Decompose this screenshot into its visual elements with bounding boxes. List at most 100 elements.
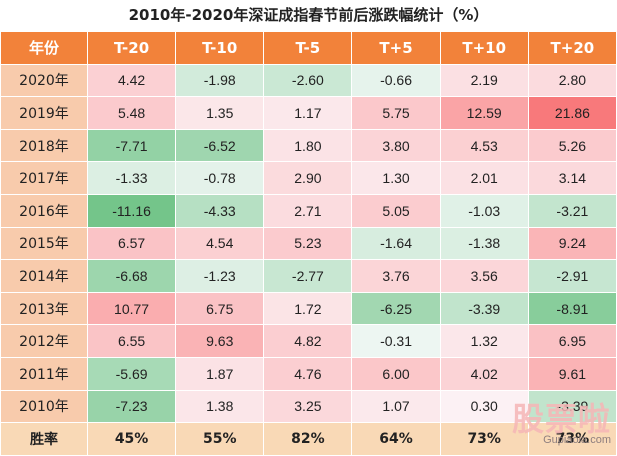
value-cell-t-plus-5: 5.05 bbox=[351, 193, 441, 228]
value-cell-t-plus-20: -2.91 bbox=[527, 259, 617, 293]
win-rate-t-minus-20: 45% bbox=[86, 422, 177, 456]
value-cell-t-plus-10: -1.38 bbox=[439, 226, 529, 261]
table-row: 2012年 6.55 9.63 4.82 -0.31 1.32 6.95 bbox=[0, 324, 617, 358]
value-cell-t-plus-5: 1.30 bbox=[351, 161, 441, 195]
value-cell-t-minus-5: -2.77 bbox=[263, 259, 353, 293]
table-row: 2016年 -11.16 -4.33 2.71 5.05 -1.03 -3.21 bbox=[0, 193, 617, 228]
value-cell-t-minus-5: 4.76 bbox=[263, 356, 353, 391]
year-cell: 2011年 bbox=[0, 356, 88, 391]
value-cell-t-plus-20: -3.39 bbox=[527, 389, 617, 424]
value-cell-t-minus-10: 1.87 bbox=[175, 356, 265, 391]
win-rate-t-plus-5: 64% bbox=[351, 422, 441, 456]
year-cell: 2018年 bbox=[0, 128, 88, 163]
value-cell-t-plus-20: 5.26 bbox=[527, 128, 617, 163]
value-cell-t-minus-20: -6.68 bbox=[86, 259, 177, 293]
value-cell-t-minus-20: 5.48 bbox=[86, 96, 177, 130]
value-cell-t-plus-10: -3.39 bbox=[439, 291, 529, 326]
value-cell-t-minus-20: 6.55 bbox=[86, 324, 177, 358]
value-cell-t-plus-10: 12.59 bbox=[439, 96, 529, 130]
header-row: 年份 T-20 T-10 T-5 T+5 T+10 T+20 bbox=[0, 31, 617, 65]
year-cell: 2014年 bbox=[0, 259, 88, 293]
value-cell-t-plus-5: 5.75 bbox=[351, 96, 441, 130]
win-rate-row: 胜率 45% 55% 82% 64% 73% 73% bbox=[0, 422, 617, 456]
value-cell-t-plus-5: -0.31 bbox=[351, 324, 441, 358]
value-cell-t-minus-10: -0.78 bbox=[175, 161, 265, 195]
year-cell: 2015年 bbox=[0, 226, 88, 261]
value-cell-t-plus-10: -1.03 bbox=[439, 193, 529, 228]
table-row: 2010年 -7.23 1.38 3.25 1.07 0.30 -3.39 bbox=[0, 389, 617, 424]
value-cell-t-plus-10: 4.02 bbox=[439, 356, 529, 391]
value-cell-t-plus-10: 3.56 bbox=[439, 259, 529, 293]
value-cell-t-plus-5: -0.66 bbox=[351, 63, 441, 98]
value-cell-t-minus-20: 4.42 bbox=[86, 63, 177, 98]
value-cell-t-minus-5: 1.17 bbox=[263, 96, 353, 130]
header-t-plus-20: T+20 bbox=[527, 31, 617, 65]
value-cell-t-minus-10: -1.23 bbox=[175, 259, 265, 293]
value-cell-t-minus-5: 5.23 bbox=[263, 226, 353, 261]
chart-title: 2010年-2020年深证成指春节前后涨跌幅统计（%） bbox=[128, 6, 489, 24]
year-cell: 2013年 bbox=[0, 291, 88, 326]
year-cell: 2012年 bbox=[0, 324, 88, 358]
table-row: 2015年 6.57 4.54 5.23 -1.64 -1.38 9.24 bbox=[0, 226, 617, 261]
value-cell-t-plus-5: 1.07 bbox=[351, 389, 441, 424]
value-cell-t-plus-20: 9.24 bbox=[527, 226, 617, 261]
win-rate-t-plus-10: 73% bbox=[439, 422, 529, 456]
win-rate-t-plus-20: 73% bbox=[527, 422, 617, 456]
value-cell-t-minus-5: 4.82 bbox=[263, 324, 353, 358]
returns-table: 年份 T-20 T-10 T-5 T+5 T+10 T+20 2020年 4.42… bbox=[0, 31, 617, 456]
value-cell-t-plus-10: 0.30 bbox=[439, 389, 529, 424]
value-cell-t-plus-5: 6.00 bbox=[351, 356, 441, 391]
value-cell-t-plus-20: 9.61 bbox=[527, 356, 617, 391]
value-cell-t-minus-20: -5.69 bbox=[86, 356, 177, 391]
value-cell-t-plus-10: 4.53 bbox=[439, 128, 529, 163]
value-cell-t-minus-20: 10.77 bbox=[86, 291, 177, 326]
value-cell-t-minus-20: -7.23 bbox=[86, 389, 177, 424]
value-cell-t-minus-10: 4.54 bbox=[175, 226, 265, 261]
value-cell-t-minus-10: -4.33 bbox=[175, 193, 265, 228]
year-cell: 2016年 bbox=[0, 193, 88, 228]
table-row: 2020年 4.42 -1.98 -2.60 -0.66 2.19 2.80 bbox=[0, 63, 617, 98]
win-rate-t-minus-10: 55% bbox=[175, 422, 265, 456]
value-cell-t-minus-10: -6.52 bbox=[175, 128, 265, 163]
value-cell-t-minus-5: -2.60 bbox=[263, 63, 353, 98]
value-cell-t-minus-20: -7.71 bbox=[86, 128, 177, 163]
header-year: 年份 bbox=[0, 31, 88, 65]
value-cell-t-minus-5: 1.72 bbox=[263, 291, 353, 326]
table-row: 2017年 -1.33 -0.78 2.90 1.30 2.01 3.14 bbox=[0, 161, 617, 195]
year-cell: 2019年 bbox=[0, 96, 88, 130]
header-t-minus-5: T-5 bbox=[263, 31, 353, 65]
value-cell-t-minus-20: 6.57 bbox=[86, 226, 177, 261]
value-cell-t-minus-10: 9.63 bbox=[175, 324, 265, 358]
value-cell-t-plus-20: 6.95 bbox=[527, 324, 617, 358]
header-t-minus-20: T-20 bbox=[86, 31, 177, 65]
table-row: 2019年 5.48 1.35 1.17 5.75 12.59 21.86 bbox=[0, 96, 617, 130]
value-cell-t-minus-5: 3.25 bbox=[263, 389, 353, 424]
value-cell-t-minus-10: 6.75 bbox=[175, 291, 265, 326]
value-cell-t-plus-5: 3.76 bbox=[351, 259, 441, 293]
value-cell-t-plus-5: 3.80 bbox=[351, 128, 441, 163]
year-cell: 2010年 bbox=[0, 389, 88, 424]
value-cell-t-minus-20: -11.16 bbox=[86, 193, 177, 228]
value-cell-t-plus-10: 2.19 bbox=[439, 63, 529, 98]
win-rate-t-minus-5: 82% bbox=[263, 422, 353, 456]
value-cell-t-plus-10: 1.32 bbox=[439, 324, 529, 358]
header-t-plus-10: T+10 bbox=[439, 31, 529, 65]
value-cell-t-minus-10: -1.98 bbox=[175, 63, 265, 98]
value-cell-t-plus-10: 2.01 bbox=[439, 161, 529, 195]
table-row: 2011年 -5.69 1.87 4.76 6.00 4.02 9.61 bbox=[0, 356, 617, 391]
value-cell-t-plus-5: -1.64 bbox=[351, 226, 441, 261]
value-cell-t-plus-20: 2.80 bbox=[527, 63, 617, 98]
value-cell-t-minus-5: 2.71 bbox=[263, 193, 353, 228]
value-cell-t-plus-5: -6.25 bbox=[351, 291, 441, 326]
table-row: 2014年 -6.68 -1.23 -2.77 3.76 3.56 -2.91 bbox=[0, 259, 617, 293]
value-cell-t-plus-20: -3.21 bbox=[527, 193, 617, 228]
year-cell: 2020年 bbox=[0, 63, 88, 98]
value-cell-t-minus-5: 1.80 bbox=[263, 128, 353, 163]
value-cell-t-minus-5: 2.90 bbox=[263, 161, 353, 195]
year-cell: 2017年 bbox=[0, 161, 88, 195]
value-cell-t-minus-20: -1.33 bbox=[86, 161, 177, 195]
value-cell-t-plus-20: -8.91 bbox=[527, 291, 617, 326]
value-cell-t-plus-20: 3.14 bbox=[527, 161, 617, 195]
win-rate-label: 胜率 bbox=[0, 422, 88, 456]
table-row: 2013年 10.77 6.75 1.72 -6.25 -3.39 -8.91 bbox=[0, 291, 617, 326]
